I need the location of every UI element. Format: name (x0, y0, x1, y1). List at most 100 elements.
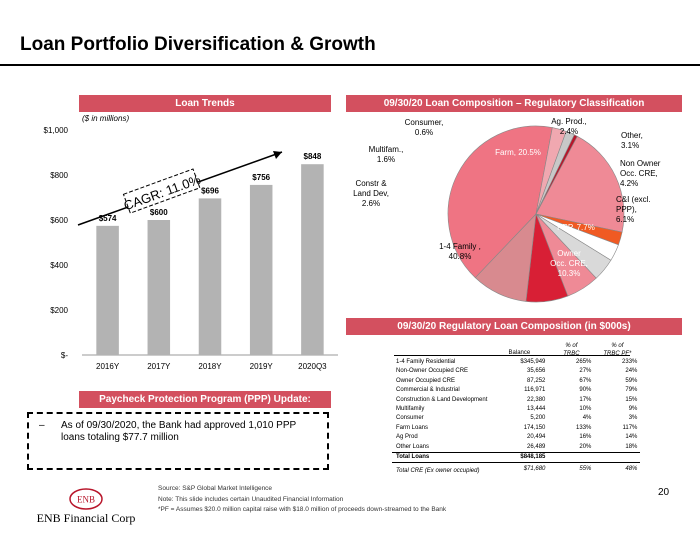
y-tick-label: $600 (50, 216, 68, 225)
pie-label: C&I (excl. PPP), 6.1% (616, 195, 651, 224)
row-label: Ag Prod (396, 434, 418, 441)
row-value: 24% (625, 368, 638, 375)
bar-chart-subtitle: ($ in millions) (82, 114, 130, 123)
table-header-row: Balance % of TRBC % of TRBC PF* (392, 340, 640, 358)
ppp-header: Paycheck Protection Program (PPP) Update… (79, 391, 331, 408)
bar-2017Y (147, 220, 171, 355)
pie-label: Constr & Land Dev, 2.6% (353, 179, 389, 208)
pie-label: Non Owner Occ. CRE, 4.2% (620, 159, 661, 188)
pie-label: Other, 3.1% (621, 131, 643, 150)
composition-header: 09/30/20 Loan Composition – Regulatory C… (346, 95, 682, 112)
x-tick-label: 2018Y (198, 362, 222, 371)
table-row: Owner Occupied CRE 87,252 67% 59% (392, 377, 640, 386)
row-value: $848,185 (490, 452, 549, 463)
x-tick-label: 2017Y (147, 362, 171, 371)
table-cre-row: Total CRE (Ex owner occupied) $71,680 55% 4… (392, 462, 641, 477)
row-value: 10% (579, 406, 592, 413)
bar-value-label: $696 (201, 186, 219, 195)
bar-value-label: $574 (99, 214, 117, 223)
row-value: 3% (628, 415, 638, 422)
row-label: Farm Loans (396, 424, 429, 431)
title-divider (0, 64, 700, 66)
y-tick-label: $1,000 (44, 126, 69, 135)
bar-2020Q3 (301, 164, 324, 355)
row-value: 9% (628, 406, 638, 413)
row-value (594, 452, 641, 463)
pie-label: Consumer, 0.6% (405, 118, 444, 137)
row-value: 265% (576, 359, 592, 365)
pie-slice-consumer (535, 134, 578, 215)
row-value: 117% (622, 424, 638, 431)
row-value: 174,150 (523, 424, 546, 431)
row-label: Commercial & Industrial (396, 387, 460, 394)
row-value: 26,489 (527, 443, 546, 450)
row-label: Owner Occupied CRE (396, 377, 456, 384)
row-value: 116,971 (524, 387, 546, 394)
table-row: Non-Owner Occupied CRE 35,656 27% 24% (392, 367, 640, 376)
row-value: 35,656 (527, 368, 546, 375)
footnotes: Source: S&P Global Market Intelligence N… (158, 484, 446, 516)
row-value: 18% (625, 443, 638, 450)
y-tick-label: $400 (50, 261, 68, 270)
row-label: Other Loans (396, 443, 430, 450)
loan-composition-pie: Farm, 20.5% Ag. Prod., 2.4% Other, 3.1% Non O… (353, 117, 661, 303)
pie-label: Multifam., 1.6% (369, 145, 404, 164)
table-row: Farm Loans 174,150 133% 117% (392, 424, 640, 433)
row-value: 15% (625, 396, 638, 403)
row-value: 87,252 (527, 377, 546, 384)
col-header-balance: Balance (508, 349, 531, 356)
unaudited-note: Note: This slide includes certain Unaudi… (158, 495, 344, 503)
y-tick-label: $800 (50, 171, 68, 180)
loan-trends-header: Loan Trends (79, 95, 331, 112)
row-value (548, 452, 595, 463)
pie-slice-farm (535, 135, 625, 233)
row-value: 13,444 (527, 406, 546, 413)
bar-2019Y (249, 184, 273, 355)
row-value: 5,200 (530, 415, 546, 422)
pie-label: Ag. Prod., 2.4% (551, 117, 587, 136)
pie-label: PPP, 7.7% (557, 223, 595, 232)
row-label: Consumer (396, 415, 424, 422)
row-value: 133% (576, 424, 592, 431)
row-value: 20% (579, 443, 592, 450)
row-value: 67% (579, 377, 592, 384)
row-value: 48% (594, 462, 641, 477)
table-total-row: Total Loans $848,185 (392, 452, 641, 463)
row-value: 55% (548, 462, 595, 477)
row-value: 90% (579, 387, 592, 394)
row-value: $345,949 (520, 359, 546, 365)
ppp-update-box: – As of 09/30/2020, the Bank had approve… (27, 412, 329, 470)
row-value: 27% (579, 368, 592, 375)
loan-trends-chart: $- $200 $400 $600 $800 $1,000 $574 2016Y $600 201… (44, 126, 338, 371)
row-value: 20,494 (527, 434, 546, 441)
row-value: 4% (582, 415, 592, 422)
regulatory-loan-table: Balance % of TRBC % of TRBC PF* 1-4 Fami… (392, 340, 641, 477)
y-tick-label: $200 (50, 306, 68, 315)
page-title: Loan Portfolio Diversification & Growth (20, 34, 376, 55)
bar-value-label: $756 (252, 173, 270, 182)
row-value: 16% (579, 434, 592, 441)
row-label: Multifamily (396, 406, 425, 413)
x-tick-label: 2019Y (250, 362, 274, 371)
col-header-trbc-pf: % of TRBC PF* (603, 343, 632, 357)
x-tick-label: 2020Q3 (298, 362, 327, 371)
pf-footnote: *PF = Assumes $20.0 million capital rais… (158, 506, 447, 513)
row-value: 79% (625, 387, 638, 394)
bar-2016Y (96, 225, 119, 355)
row-value: $71,680 (490, 462, 549, 477)
table-row: Construction & Land Development 22,380 17%… (392, 396, 640, 405)
logo-mark-text: ENB (77, 495, 95, 505)
col-header-trbc: % of TRBC (563, 343, 580, 357)
y-tick-label: $- (61, 351, 68, 360)
table-row: Commercial & Industrial 116,971 90% 79% (392, 386, 640, 395)
pie-label: 1-4 Family , 40.8% (439, 242, 481, 261)
source-note: Source: S&P Global Market Intelligence (158, 485, 273, 492)
table-row: Consumer 5,200 4% 3% (392, 414, 640, 423)
ppp-bullet: – (39, 420, 45, 431)
table-row: 1-4 Family Residential $345,949 265% 233% (392, 358, 640, 367)
row-label: Non-Owner Occupied CRE (396, 368, 469, 375)
pie-slice-1-4-family (447, 125, 553, 279)
pie-label: Farm, 20.5% (495, 148, 541, 157)
table-top-rule (394, 355, 630, 356)
table-row: Ag Prod 20,494 16% 14% (392, 433, 640, 442)
